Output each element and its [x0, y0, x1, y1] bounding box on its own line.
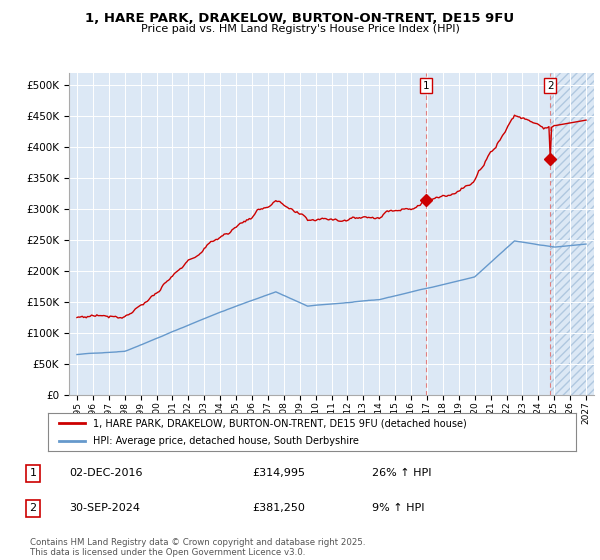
Text: HPI: Average price, detached house, South Derbyshire: HPI: Average price, detached house, Sout… [93, 436, 359, 446]
Text: 1: 1 [29, 468, 37, 478]
Text: 02-DEC-2016: 02-DEC-2016 [69, 468, 143, 478]
Text: Price paid vs. HM Land Registry's House Price Index (HPI): Price paid vs. HM Land Registry's House … [140, 24, 460, 34]
Bar [550, 73, 594, 395]
Text: 9% ↑ HPI: 9% ↑ HPI [372, 503, 425, 514]
Text: 2: 2 [29, 503, 37, 514]
Text: 1: 1 [422, 81, 429, 91]
Text: Contains HM Land Registry data © Crown copyright and database right 2025.
This d: Contains HM Land Registry data © Crown c… [30, 538, 365, 557]
Text: £314,995: £314,995 [252, 468, 305, 478]
Text: 1, HARE PARK, DRAKELOW, BURTON-ON-TRENT, DE15 9FU: 1, HARE PARK, DRAKELOW, BURTON-ON-TRENT,… [85, 12, 515, 25]
Text: £381,250: £381,250 [252, 503, 305, 514]
Text: 1, HARE PARK, DRAKELOW, BURTON-ON-TRENT, DE15 9FU (detached house): 1, HARE PARK, DRAKELOW, BURTON-ON-TRENT,… [93, 418, 467, 428]
Text: 2: 2 [547, 81, 554, 91]
Text: 26% ↑ HPI: 26% ↑ HPI [372, 468, 431, 478]
Text: 30-SEP-2024: 30-SEP-2024 [69, 503, 140, 514]
